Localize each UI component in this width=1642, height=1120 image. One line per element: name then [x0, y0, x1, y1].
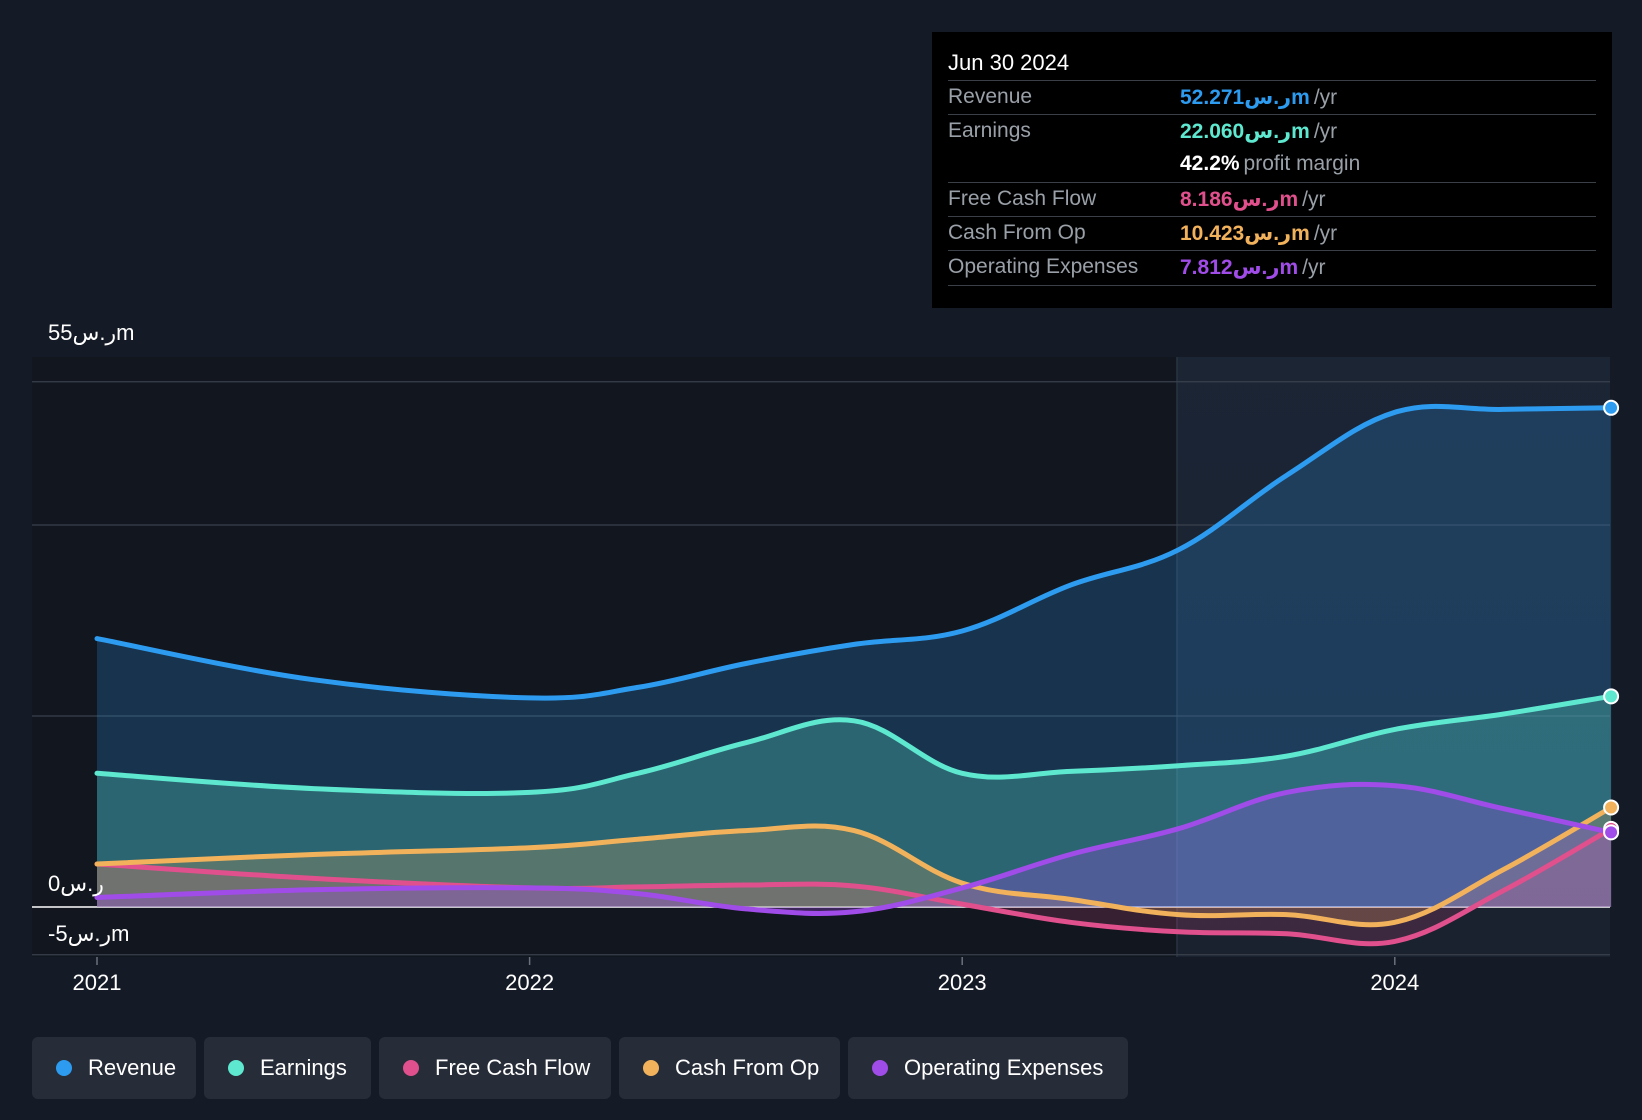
cash-from-op-area [97, 807, 1612, 925]
tooltip-label: Earnings [948, 119, 1031, 142]
tooltip-row-operating-expenses: Operating Expenses 7.812ر.سm/yr [948, 250, 1596, 286]
tooltip-row-cash-from-op: Cash From Op 10.423ر.سm/yr [948, 216, 1596, 251]
y-label-zero: 0ر.س [48, 871, 104, 897]
x-tick-label-2024: 2024 [1370, 970, 1419, 995]
tooltip-row-profit-margin: 42.2% profit margin [948, 148, 1596, 182]
tooltip-value-unit: /yr [1302, 256, 1326, 279]
x-tick-label-2021: 2021 [73, 970, 122, 995]
legend-item-cash-from-op[interactable]: Cash From Op [619, 1037, 840, 1099]
y-label-bottom: -5ر.سm [48, 921, 129, 947]
tooltip-value: 22.060ر.سm/yr [1180, 119, 1337, 144]
series-endpoints [1603, 399, 1620, 841]
legend-item-free-cash-flow[interactable]: Free Cash Flow [379, 1037, 611, 1099]
legend-label: Earnings [260, 1055, 347, 1080]
tooltip-panel: Jun 30 2024 Revenue 52.271ر.سm/yr Earnings… [932, 32, 1612, 308]
earnings-endpoint[interactable] [1603, 688, 1620, 705]
legend-dot-icon [403, 1060, 419, 1076]
operating-expenses-endpoint[interactable] [1603, 824, 1620, 841]
legend-label: Revenue [88, 1055, 177, 1080]
operating-expenses-area [97, 784, 1612, 914]
tooltip-value-number: 10.423ر.سm [1180, 222, 1310, 245]
legend-dot-icon [228, 1060, 244, 1076]
legend-dot-icon [643, 1060, 659, 1076]
tooltip-value-number: 8.186ر.سm [1180, 188, 1299, 211]
legend-label: Cash From Op [675, 1055, 820, 1080]
series-lines [94, 403, 1614, 947]
x-tick-label-2022: 2022 [505, 970, 554, 995]
tooltip-value-number: 42.2% [1180, 152, 1240, 175]
legend-dot-icon [56, 1060, 72, 1076]
y-label-top: 55ر.سm [48, 320, 134, 346]
recent-region-highlight [1177, 357, 1610, 957]
tooltip-label: Cash From Op [948, 221, 1086, 244]
tooltip-label: Operating Expenses [948, 255, 1139, 278]
tooltip-date: Jun 30 2024 [948, 50, 1070, 75]
legend-item-earnings[interactable]: Earnings [204, 1037, 371, 1099]
axis-labels: 55ر.سm 0ر.س -5ر.سm [48, 320, 134, 947]
tooltip-row-revenue: Revenue 52.271ر.سm/yr [948, 80, 1596, 115]
tooltip-value: 10.423ر.سm/yr [1180, 221, 1337, 246]
tooltip-value: 52.271ر.سm/yr [1180, 85, 1337, 110]
tooltip-value-unit: /yr [1302, 188, 1326, 211]
tooltip-value: 7.812ر.سm/yr [1180, 255, 1325, 280]
legend-dot-icon [872, 1060, 888, 1076]
revenue-endpoint[interactable] [1603, 399, 1620, 416]
revenue-area [97, 406, 1612, 907]
legend-label: Free Cash Flow [435, 1055, 591, 1080]
tooltip-value-number: 22.060ر.سm [1180, 120, 1310, 143]
tooltip-label: Revenue [948, 85, 1033, 108]
legend-label: Operating Expenses [904, 1055, 1104, 1080]
grid-lines [32, 381, 1610, 956]
tooltip-value-number: 7.812ر.سm [1180, 256, 1299, 279]
cash-from-op-line [94, 805, 1614, 928]
legend-item-operating-expenses[interactable]: Operating Expenses [848, 1037, 1128, 1099]
tooltip-value-unit: /yr [1313, 86, 1338, 109]
tooltip-value: 42.2% profit margin [1180, 152, 1360, 176]
legend-item-revenue[interactable]: Revenue [32, 1037, 196, 1099]
tooltip-row-earnings: Earnings 22.060ر.سm/yr [948, 114, 1596, 149]
tooltip-row-free-cash-flow: Free Cash Flow 8.186ر.سm/yr [948, 182, 1596, 217]
tooltip-value-number: 52.271ر.سm [1180, 86, 1310, 109]
x-axis-ticks: 2021 2022 2023 2024 [73, 957, 1419, 995]
earnings-area [97, 696, 1612, 907]
x-tick-label-2023: 2023 [938, 970, 987, 995]
tooltip-value-unit: /yr [1313, 222, 1338, 245]
revenue-line [94, 403, 1614, 701]
operating-expenses-line [94, 781, 1614, 916]
tooltip-value-unit: profit margin [1243, 152, 1361, 175]
cash-from-op-endpoint[interactable] [1603, 799, 1620, 816]
tooltip-value: 8.186ر.سm/yr [1180, 187, 1325, 212]
earnings-line [94, 693, 1614, 796]
tooltip-value-unit: /yr [1313, 120, 1338, 143]
tooltip-label: Free Cash Flow [948, 187, 1097, 210]
